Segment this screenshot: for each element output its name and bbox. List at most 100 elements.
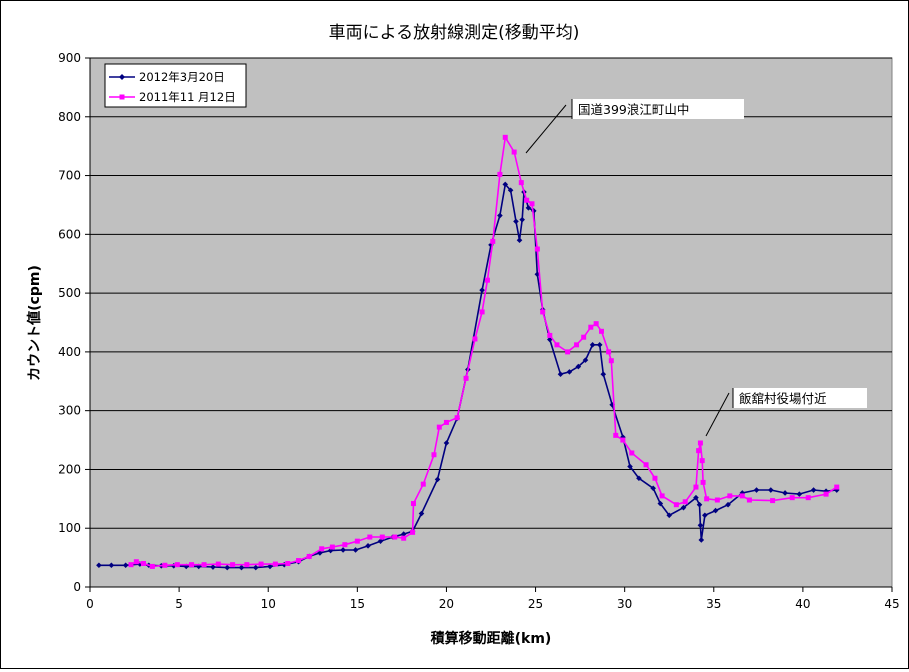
data-point [652,475,658,481]
x-tick-label: 10 [261,597,276,611]
data-point [354,538,360,544]
data-point [588,324,594,330]
data-point [252,564,259,571]
chart-title: 車両による放射線測定(移動平均) [329,23,580,43]
data-point [534,246,540,252]
x-axis-label: 積算移動距離(km) [430,630,552,647]
data-point [746,497,752,503]
data-point [698,537,705,543]
data-point [443,419,449,425]
data-point [739,490,746,496]
data-point [805,495,811,501]
data-point [472,336,478,342]
x-tick-label: 35 [706,597,721,611]
series-layer [96,134,840,571]
data-point [529,201,535,207]
data-point [513,218,519,225]
data-point [693,494,699,501]
data-point [224,564,231,571]
data-point [530,208,537,214]
y-tick-label: 400 [58,345,81,359]
data-point [377,538,384,544]
y-tick-label: 900 [58,51,81,65]
x-tick-label: 15 [350,597,365,611]
legend-box [104,63,247,108]
data-point [782,490,788,496]
data-point [833,487,840,493]
data-point [96,562,102,569]
data-point [700,479,706,485]
data-point [657,500,664,507]
data-point [497,171,503,177]
data-point [490,238,496,244]
data-point [596,342,603,348]
legend-marker-1 [119,94,125,100]
data-point [215,561,221,567]
y-tick-label: 500 [58,286,81,300]
data-point [238,564,245,571]
data-point [431,452,437,458]
x-tick-label: 0 [86,597,94,611]
y-tick-label: 200 [58,462,81,476]
data-point [620,437,626,443]
data-point [352,547,359,553]
data-point [137,561,143,567]
data-point [272,561,278,567]
data-point [479,287,485,293]
data-point [296,558,302,564]
data-point [285,560,291,566]
annotation-text: 国道399浪江町山中 [578,102,689,117]
data-point [629,450,635,456]
data-point [410,501,416,507]
data-point [516,237,523,244]
data-point [696,501,703,508]
data-point [525,205,532,211]
data-point [401,535,407,541]
data-point [699,458,705,464]
data-point [727,493,733,499]
data-point [507,187,514,194]
data-point [697,522,704,529]
data-point [230,562,236,568]
data-point [693,484,699,490]
data-point [162,562,168,568]
data-point [418,510,425,517]
data-point [666,512,673,519]
data-point [589,342,596,348]
x-tick-label: 40 [795,597,810,611]
data-point [725,501,731,508]
data-point [682,499,688,505]
data-point [410,529,416,535]
plot-area [89,57,893,588]
data-point [593,321,599,327]
data-point [650,485,656,492]
x-tick-label: 45 [884,597,899,611]
data-point [497,212,503,219]
data-point [463,375,469,381]
y-tick-label: 0 [73,580,81,594]
data-point [201,562,207,568]
annotation-box [733,388,867,408]
data-point [608,358,614,364]
data-point [547,332,553,338]
legend-label-0: 2012年3月20日 [139,70,225,84]
data-point [392,534,398,540]
annotation-leader [525,104,567,154]
data-point [673,502,679,508]
data-point [108,562,115,569]
data-point [140,560,146,566]
y-tick-labels: 0 100 200 300 400 500 600 700 800 900 [58,51,81,594]
y-tick-label: 100 [58,521,81,535]
data-point [189,562,195,568]
data-point [306,553,312,559]
data-point [210,564,216,570]
data-point [420,481,426,487]
data-point [768,487,774,493]
data-point [342,542,348,548]
data-point [540,309,546,315]
data-point [834,484,840,490]
data-point [534,271,541,278]
data-point [581,334,587,340]
data-point [574,342,580,348]
